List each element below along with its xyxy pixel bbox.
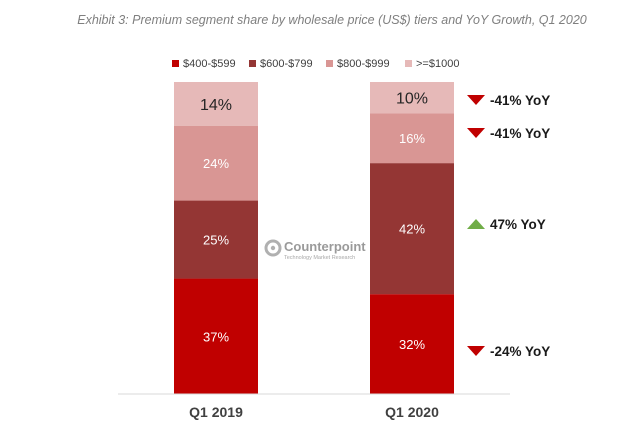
watermark-subtitle: Technology Market Research: [284, 255, 355, 261]
legend-label-1000: >=$1000: [416, 58, 459, 70]
legend-label-800-999: $800-$999: [337, 58, 390, 70]
down-arrow-icon: [467, 128, 485, 138]
data-label-q1-2019-1000: 14%: [200, 97, 232, 114]
bar-segment-q1-2019-400-599: [174, 278, 258, 394]
bar-segment-q1-2020-800-999: [370, 113, 454, 164]
category-labels: Q1 2019 Q1 2020: [189, 404, 439, 420]
legend-swatch-600-799: [249, 60, 256, 67]
legend-label-400-599: $400-$599: [183, 58, 236, 70]
bar-segment-q1-2019-800-999: [174, 125, 258, 201]
data-label-q1-2020-1000: 10%: [396, 91, 428, 108]
watermark-name: Counterpoint: [284, 239, 366, 254]
up-arrow-icon: [467, 219, 485, 229]
yoy-label-800-999: -41% YoY: [490, 126, 550, 141]
yoy-label-600-799: 47% YoY: [490, 217, 546, 232]
data-label-q1-2020-800-999: 16%: [399, 131, 425, 146]
yoy-annotations: -41% YoY -41% YoY 47% YoY -24% YoY: [467, 93, 550, 359]
legend-swatch-1000: [405, 60, 412, 67]
legend-swatch-400-599: [172, 60, 179, 67]
category-label-q1-2019: Q1 2019: [189, 404, 243, 420]
counterpoint-logo-icon: [264, 239, 282, 257]
counterpoint-watermark: Counterpoint Technology Market Research: [264, 239, 366, 261]
bar-segment-q1-2020-1000: [370, 82, 454, 114]
bars: 37% 25% 24% 14% 32% 42% 16% 10%: [174, 82, 454, 394]
data-label-q1-2020-600-799: 42%: [399, 222, 425, 237]
data-label-q1-2019-600-799: 25%: [203, 233, 229, 248]
legend-label-600-799: $600-$799: [260, 58, 313, 70]
legend: $400-$599 $600-$799 $800-$999 >=$1000: [172, 58, 459, 70]
bar-segment-q1-2019-1000: [174, 82, 258, 126]
yoy-label-1000: -41% YoY: [490, 93, 550, 108]
bar-segment-q1-2020-600-799: [370, 163, 454, 295]
data-label-q1-2019-800-999: 24%: [203, 156, 229, 171]
category-label-q1-2020: Q1 2020: [385, 404, 439, 420]
legend-swatch-800-999: [326, 60, 333, 67]
bar-segment-q1-2020-400-599: [370, 294, 454, 394]
data-label-q1-2019-400-599: 37%: [203, 329, 229, 344]
chart-title: Exhibit 3: Premium segment share by whol…: [77, 13, 587, 27]
down-arrow-icon: [467, 346, 485, 356]
bar-segment-q1-2019-600-799: [174, 200, 258, 279]
data-label-q1-2020-400-599: 32%: [399, 337, 425, 352]
yoy-label-400-599: -24% YoY: [490, 344, 550, 359]
down-arrow-icon: [467, 95, 485, 105]
